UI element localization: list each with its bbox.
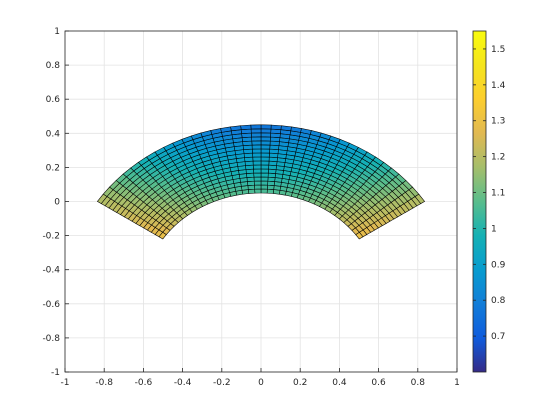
mesh-cell bbox=[253, 176, 262, 182]
x-tick-label: 0.8 bbox=[411, 378, 426, 388]
x-tick-label: -0.2 bbox=[213, 378, 231, 388]
mesh-cell bbox=[260, 128, 272, 134]
mesh-cell bbox=[253, 180, 262, 186]
mesh-cell bbox=[260, 188, 268, 194]
mesh-cell bbox=[280, 125, 292, 132]
mesh-cell bbox=[260, 184, 268, 190]
mesh-cell bbox=[253, 168, 262, 174]
mesh-cell bbox=[96, 193, 108, 204]
y-tick-label: 0.2 bbox=[46, 163, 60, 173]
y-tick-label: 0.4 bbox=[46, 129, 61, 139]
y-tick-label: -0.4 bbox=[42, 266, 60, 276]
mesh-cell bbox=[270, 124, 282, 130]
mesh-cell bbox=[260, 136, 271, 142]
mesh-cell bbox=[254, 188, 262, 194]
mesh-cell bbox=[260, 152, 270, 158]
y-tick-label: -1 bbox=[51, 368, 60, 378]
y-tick-label: 0.6 bbox=[46, 95, 61, 105]
y-axis-ticks: 1 0.8 0.6 0.4 0.2 0 -0.2 -0.4 -0.6 -0.8 -1 bbox=[42, 27, 69, 378]
x-tick-label: 0.2 bbox=[293, 378, 307, 388]
mesh-cell bbox=[252, 156, 262, 162]
mesh-cell bbox=[248, 188, 256, 194]
mesh-cell bbox=[252, 164, 262, 170]
colorbar-ticks: 1.5 1.4 1.3 1.2 1.1 1 0.9 0.8 0.7 bbox=[473, 45, 506, 342]
colorbar-tick-label: 0.9 bbox=[491, 260, 506, 270]
mesh-cell bbox=[253, 172, 262, 178]
x-tick-label: 1 bbox=[454, 378, 460, 388]
x-tick-label: 0.6 bbox=[371, 378, 386, 388]
mesh-cell bbox=[247, 184, 255, 190]
y-tick-label: 0 bbox=[54, 198, 60, 208]
mesh-cell bbox=[230, 125, 242, 132]
y-tick-label: -0.8 bbox=[42, 334, 60, 344]
mesh-cell bbox=[260, 180, 269, 186]
mesh-cell bbox=[260, 144, 271, 150]
mesh-cell bbox=[260, 148, 271, 154]
colorbar: 1.5 1.4 1.3 1.2 1.1 1 0.9 0.8 0.7 bbox=[472, 30, 506, 373]
mesh-cell bbox=[251, 148, 262, 154]
mesh-cell bbox=[260, 168, 269, 174]
plot-axes: -1 -0.8 -0.6 -0.4 -0.2 0 0.2 0.4 0.6 0.8 1 1 0.8 0.6… bbox=[42, 27, 459, 388]
x-tick-label: -0.4 bbox=[174, 378, 192, 388]
mesh-cell bbox=[252, 152, 262, 158]
y-tick-label: -0.6 bbox=[42, 300, 60, 310]
x-tick-label: -1 bbox=[61, 378, 70, 388]
mesh-cell bbox=[260, 164, 270, 170]
x-tick-label: -0.6 bbox=[135, 378, 153, 388]
mesh-cell bbox=[260, 124, 272, 130]
mesh-cell bbox=[250, 132, 262, 138]
mesh-cell bbox=[266, 188, 274, 194]
x-axis-ticks: -1 -0.8 -0.6 -0.4 -0.2 0 0.2 0.4 0.6 0.8 1 bbox=[61, 368, 460, 388]
y-tick-label: 0.8 bbox=[46, 61, 61, 71]
colorbar-tick-label: 1.5 bbox=[491, 45, 505, 55]
mesh-cell bbox=[260, 176, 269, 182]
mesh-cell bbox=[251, 140, 262, 146]
mesh-cell bbox=[260, 172, 269, 178]
colorbar-tick-label: 1.1 bbox=[491, 189, 505, 199]
mesh-cell bbox=[260, 156, 270, 162]
mesh-cell bbox=[240, 124, 252, 130]
y-tick-label: -0.2 bbox=[42, 232, 60, 242]
mesh-cell bbox=[251, 144, 262, 150]
mesh-cell bbox=[267, 184, 275, 190]
colorbar-tick-label: 0.7 bbox=[491, 332, 505, 342]
y-tick-label: 1 bbox=[54, 27, 60, 37]
x-tick-label: 0.4 bbox=[332, 378, 347, 388]
colorbar-tick-label: 1.2 bbox=[491, 153, 505, 163]
mesh-cell bbox=[252, 160, 262, 166]
mesh-cell bbox=[260, 140, 271, 146]
mesh-cell bbox=[254, 184, 262, 190]
x-tick-label: -0.8 bbox=[95, 378, 113, 388]
mesh-cell bbox=[251, 136, 262, 142]
colorbar-tick-label: 0.8 bbox=[491, 296, 506, 306]
mesh-cell bbox=[250, 124, 262, 130]
colorbar-tick-label: 1 bbox=[491, 224, 497, 234]
mesh-cell bbox=[260, 132, 272, 138]
mesh-surface bbox=[96, 124, 426, 240]
x-tick-label: 0 bbox=[258, 378, 264, 388]
colorbar-tick-label: 1.4 bbox=[491, 81, 506, 91]
colorbar-tick-label: 1.3 bbox=[491, 117, 505, 127]
mesh-cell bbox=[250, 128, 262, 134]
mesh-cell bbox=[260, 160, 270, 166]
colorbar-gradient bbox=[472, 30, 487, 373]
